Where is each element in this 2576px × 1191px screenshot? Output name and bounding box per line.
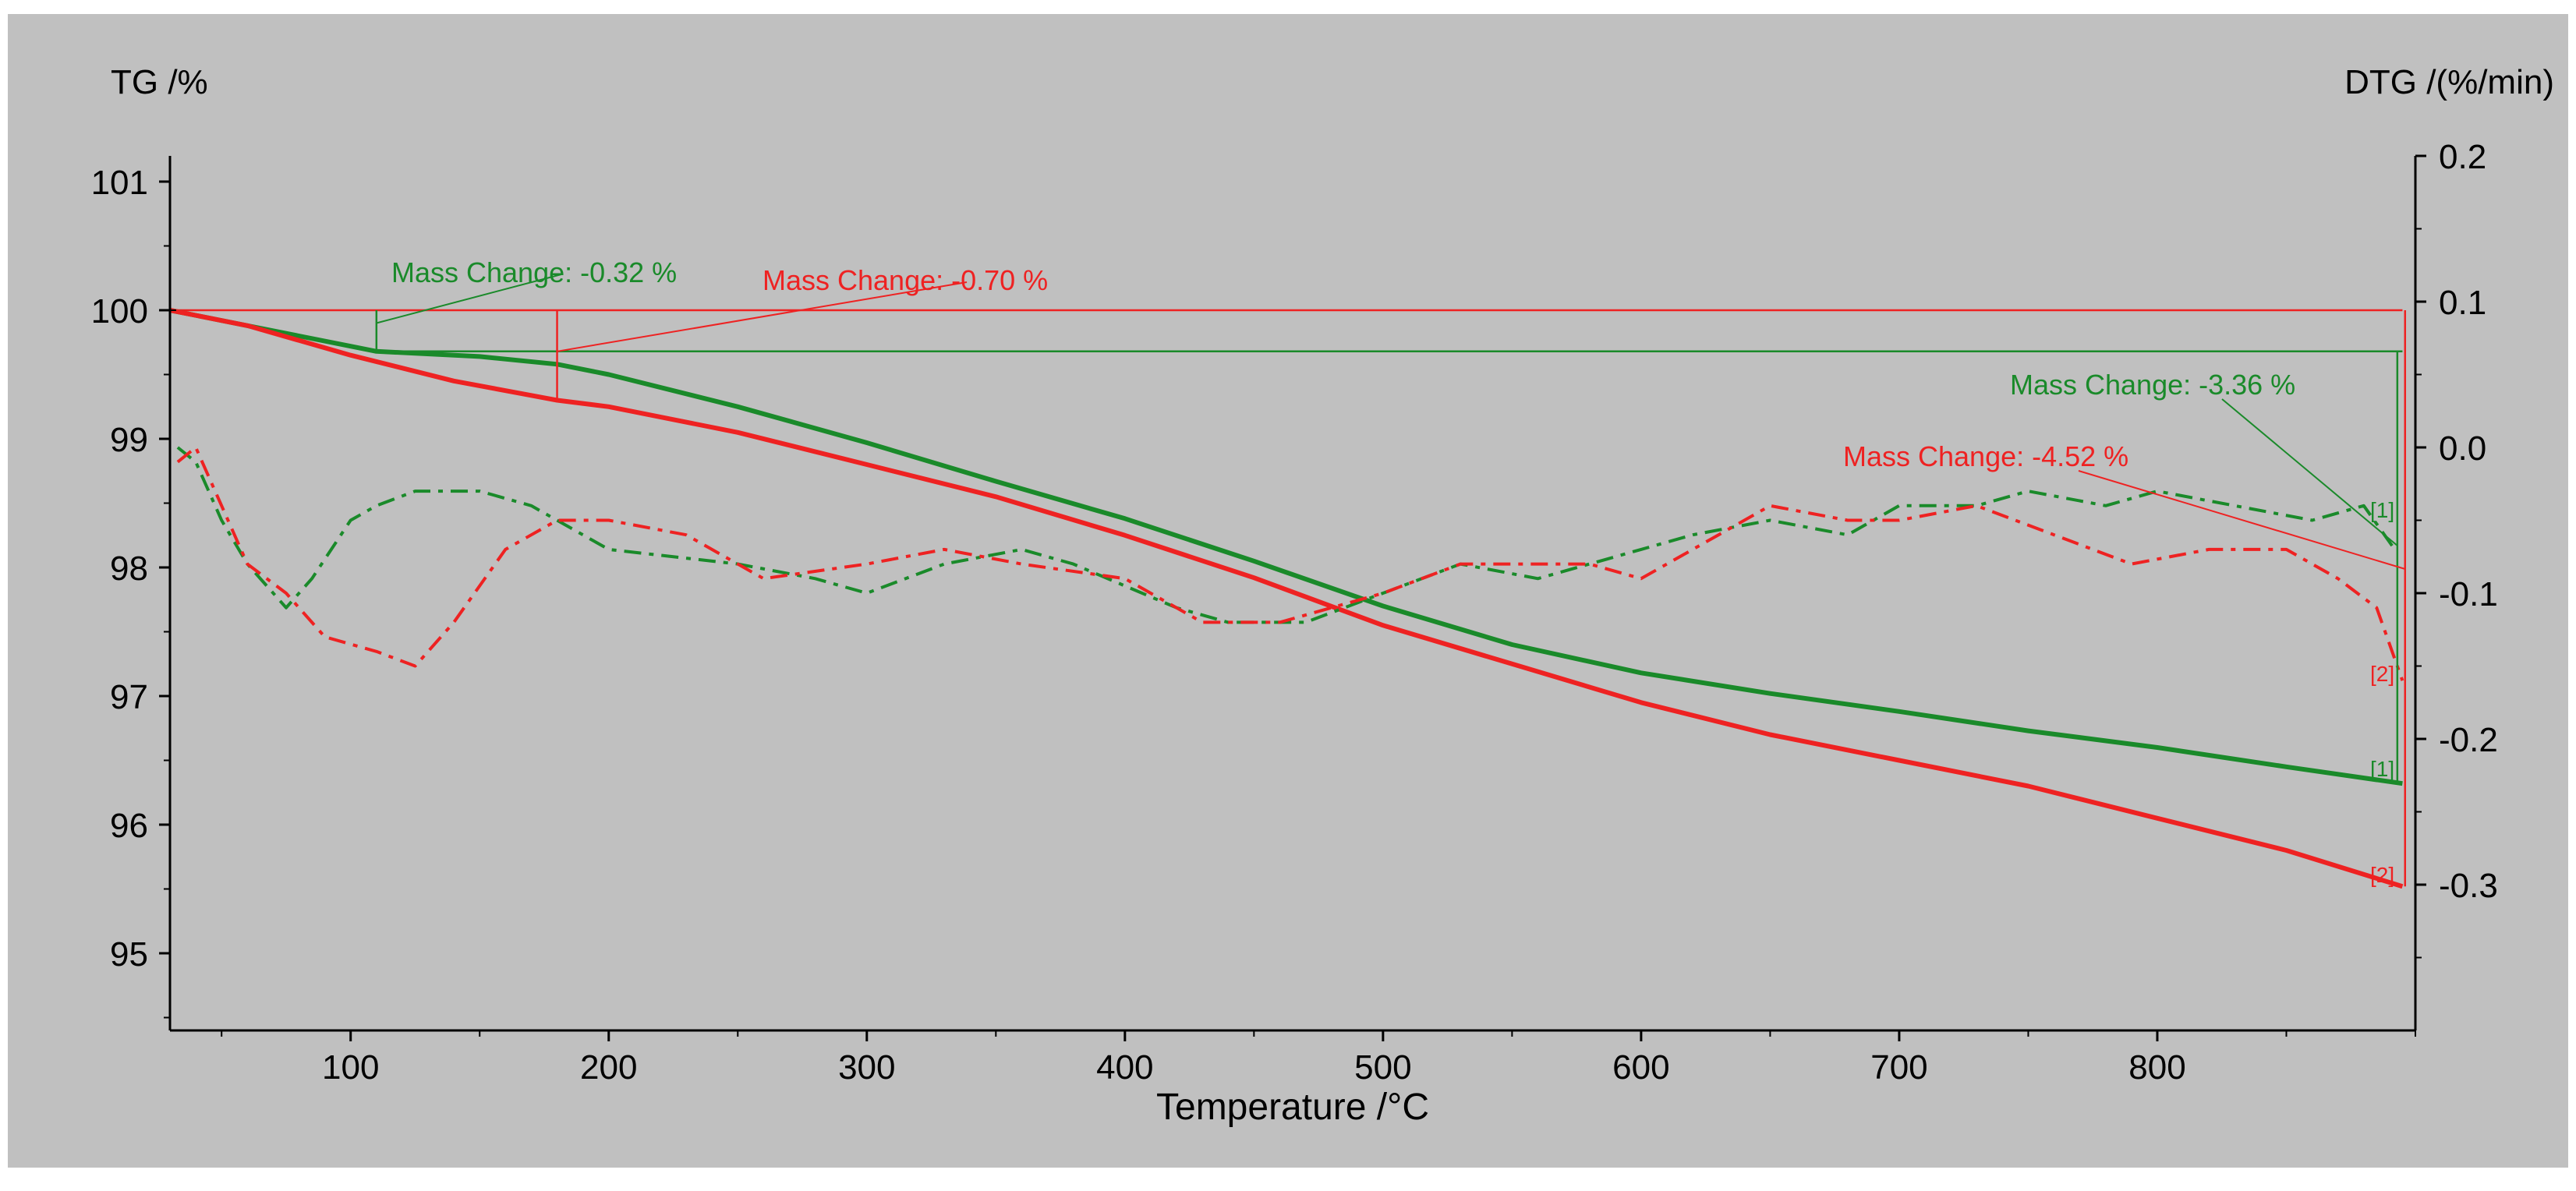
- y-left-tick-label: 101: [91, 164, 148, 202]
- y-right-tick-label: -0.3: [2439, 867, 2498, 905]
- y-left-tick-label: 95: [110, 935, 148, 974]
- y-left-tick-label: 98: [110, 550, 148, 588]
- series-line-4: [176, 446, 2404, 681]
- chart-marks: [169, 308, 2404, 889]
- curve-tag-dtg-2: [2]: [2370, 662, 2394, 686]
- mass-change-label-red-1: Mass Change: -0.70 %: [763, 264, 1048, 296]
- x-tick-label: 600: [1612, 1048, 1669, 1087]
- x-tick-label: 300: [838, 1048, 895, 1087]
- leader-line-red-1: [557, 281, 968, 352]
- y-right-tick-label: 0.2: [2439, 138, 2486, 176]
- y-left-tick-label: 99: [110, 421, 148, 459]
- y-right-tick-label: 0.0: [2439, 429, 2486, 468]
- x-tick-label: 700: [1870, 1048, 1927, 1087]
- series-line-2: [169, 308, 2404, 889]
- mass-change-label-red-2: Mass Change: -4.52 %: [1843, 440, 2128, 472]
- annotations: Mass Change: -0.32 % Mass Change: -0.70 …: [164, 256, 2407, 887]
- right-axis-title: DTG /(%/min): [2344, 63, 2554, 101]
- mass-change-label-green-2: Mass Change: -3.36 %: [2010, 369, 2295, 401]
- x-tick-label: 400: [1096, 1048, 1153, 1087]
- leader-line-green-1: [376, 274, 562, 324]
- y-left-tick-label: 97: [110, 678, 148, 716]
- series-line-1: [169, 308, 2403, 786]
- x-tick-label: 200: [580, 1048, 637, 1087]
- y-right-tick-label: 0.1: [2439, 284, 2486, 322]
- x-tick-label: 100: [322, 1048, 379, 1087]
- mass-change-label-green-1: Mass Change: -0.32 %: [391, 256, 677, 288]
- y-left-tick-label: 100: [91, 292, 148, 330]
- leader-line-red-2: [2078, 470, 2406, 570]
- leader-line-green-2: [2221, 398, 2398, 546]
- x-tick-label: 500: [1354, 1048, 1411, 1087]
- y-right-tick-label: -0.1: [2439, 575, 2498, 613]
- curve-tag-dtg-1: [1]: [2370, 498, 2394, 522]
- axis-ticks: 100 200 300 400 500 600 700 800 95 96 97 98 99 100 101…: [91, 138, 2498, 1087]
- x-tick-label: 800: [2128, 1048, 2185, 1087]
- y-left-tick-label: 96: [110, 807, 148, 845]
- left-axis-title: TG /%: [111, 63, 208, 101]
- y-right-tick-label: -0.2: [2439, 721, 2498, 759]
- curve-tag-tg-2: [2]: [2370, 863, 2394, 887]
- x-axis-title: Temperature /°C: [1156, 1087, 1429, 1128]
- reference-lines: [170, 309, 2403, 353]
- curve-tag-tg-1: [1]: [2370, 757, 2394, 781]
